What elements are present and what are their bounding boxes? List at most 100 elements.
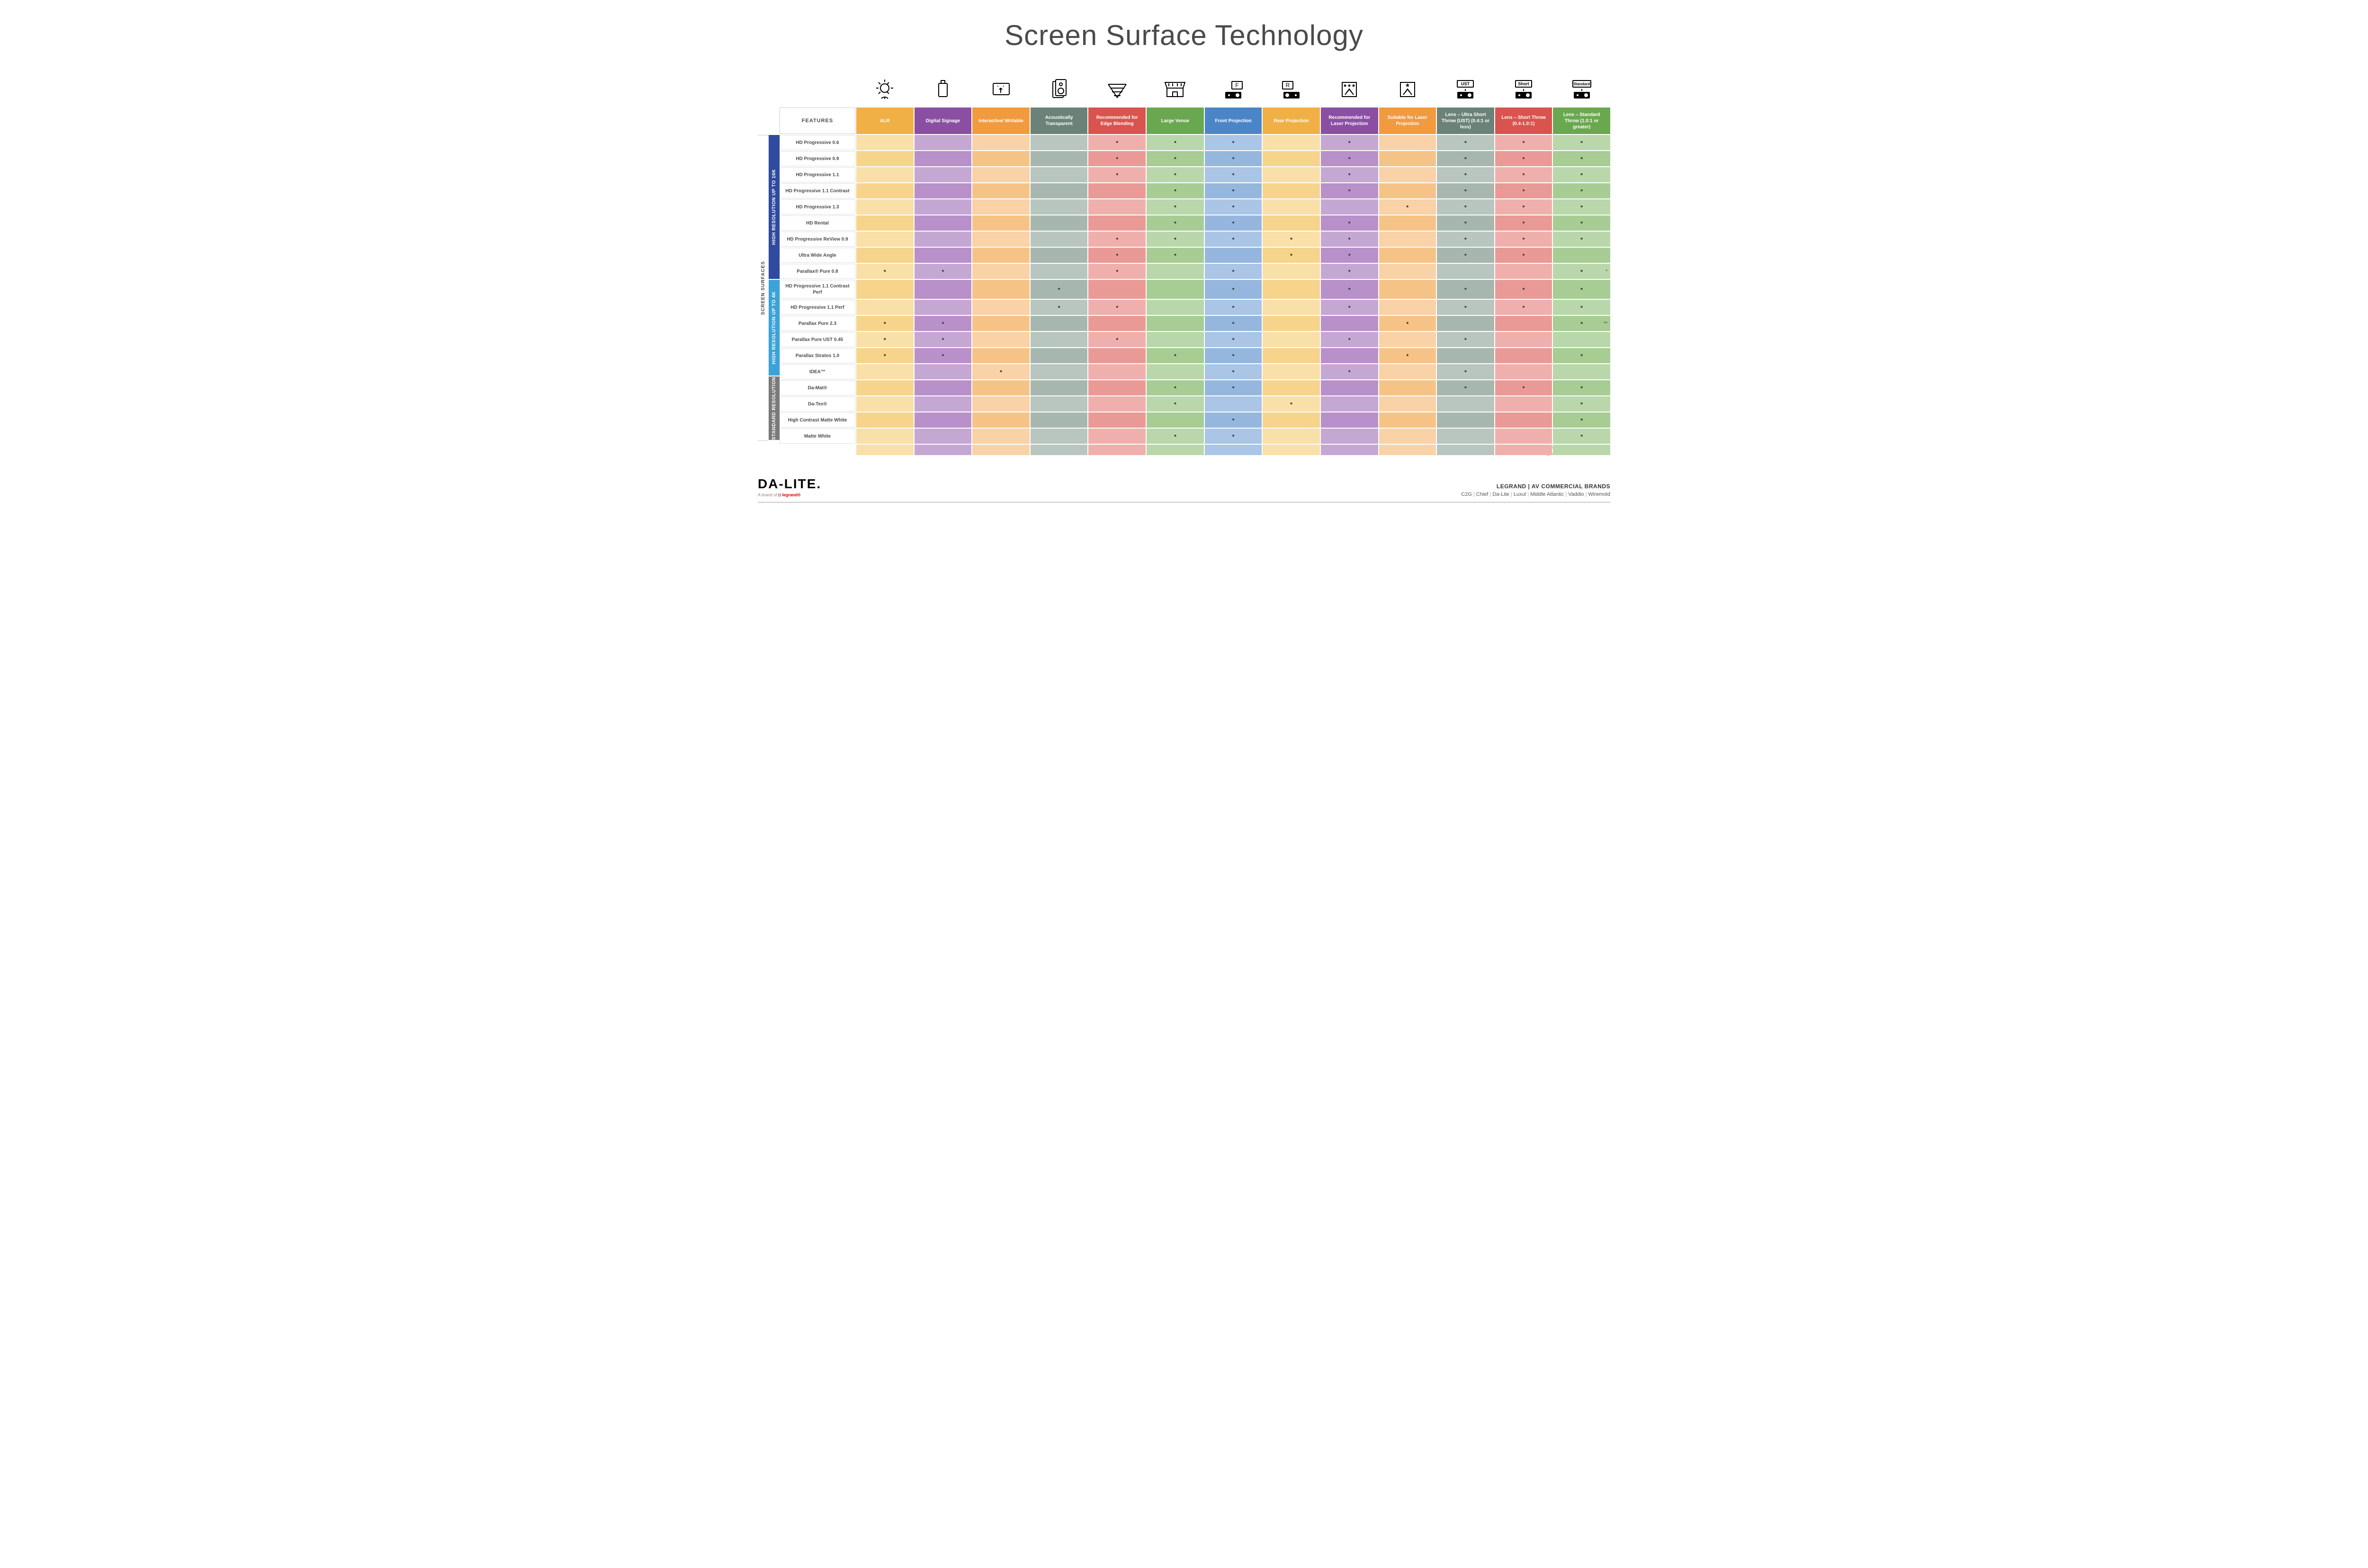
cell (1031, 151, 1088, 166)
cell (1263, 151, 1320, 166)
table-row: HD Progressive 1.1 Contrast•••••• (780, 183, 1610, 198)
cell: • (1437, 151, 1494, 166)
cell (1437, 264, 1494, 279)
cell (1031, 199, 1088, 215)
cell (1495, 429, 1552, 444)
cell: • (1553, 412, 1610, 428)
cell: • (1495, 199, 1552, 215)
col-header-front: Front Projection (1205, 108, 1262, 134)
cell (1263, 167, 1320, 182)
cell (1321, 380, 1378, 395)
cell: •* (1553, 264, 1610, 279)
logo-sub: A brand of ◘ legrand® (758, 493, 821, 497)
cell: • (1321, 280, 1378, 299)
table-row: HD Progressive 0.6••••••• (780, 135, 1610, 150)
col-header-std: Lens – Standard Throw (1.0:1 or greater) (1553, 108, 1610, 134)
brand-item: Vaddio (1564, 492, 1584, 497)
cell: • (1495, 380, 1552, 395)
cell (915, 300, 972, 315)
cell (1147, 412, 1204, 428)
cell (1495, 264, 1552, 279)
cell: • (1205, 167, 1262, 182)
table-row: Da-Tex®••• (780, 396, 1610, 412)
cell: • (1147, 199, 1204, 215)
cell: • (1495, 248, 1552, 263)
col-header-venue: Large Venue (1147, 108, 1204, 134)
alr-icon (856, 75, 914, 104)
cell: • (1553, 300, 1610, 315)
cell (1263, 332, 1320, 347)
table-row: Parallax Stratos 1.0•••••• (780, 348, 1610, 363)
logo-block: DA-LITE. A brand of ◘ legrand® (758, 476, 821, 497)
cell (972, 135, 1030, 150)
cell (1031, 215, 1088, 231)
cell (1553, 364, 1610, 379)
table-row: Ultra Wide Angle•••••• (780, 248, 1610, 263)
cell (856, 380, 914, 395)
cell: • (1147, 151, 1204, 166)
cell (1263, 412, 1320, 428)
cell (1379, 380, 1436, 395)
cell (1031, 348, 1088, 363)
table-row: Parallax Pure 2.3•••••** (780, 316, 1610, 331)
cell: • (1321, 364, 1378, 379)
cell (1147, 364, 1204, 379)
cell: • (1205, 215, 1262, 231)
cell (1321, 348, 1378, 363)
cell (856, 248, 914, 263)
cell (1379, 167, 1436, 182)
cell: • (1205, 332, 1262, 347)
row-label: HD Progressive ReView 0.9 (780, 232, 855, 247)
cell (1379, 280, 1436, 299)
cell: • (1263, 396, 1320, 412)
cell: • (1147, 232, 1204, 247)
cell: • (915, 332, 972, 347)
cell: • (1553, 396, 1610, 412)
cell: • (1437, 199, 1494, 215)
cell (856, 429, 914, 444)
cell: • (1205, 364, 1262, 379)
side-labels: SCREEN SURFACESHIGH RESOLUTION UP TO 16K… (758, 71, 780, 457)
cell (915, 364, 972, 379)
cell (1379, 364, 1436, 379)
ust-icon: UST (1437, 75, 1494, 104)
cell: • (1147, 348, 1204, 363)
cell: • (1031, 300, 1088, 315)
cell (1379, 412, 1436, 428)
cell: • (1205, 429, 1262, 444)
cell (856, 412, 914, 428)
cell: • (1321, 167, 1378, 182)
cell: • (1205, 280, 1262, 299)
cell: • (1205, 151, 1262, 166)
cell (1379, 429, 1436, 444)
table-row: Parallax Pure UST 0.45•••••• (780, 332, 1610, 347)
row-label: HD Progressive 1.1 Contrast Perf (780, 280, 855, 299)
cell: • (856, 348, 914, 363)
cell (972, 300, 1030, 315)
cell (915, 412, 972, 428)
cell (972, 183, 1030, 198)
cell: • (1437, 248, 1494, 263)
cell (1031, 380, 1088, 395)
table-main: FR★★★★USTShortStandard FEATURESALRDigita… (780, 71, 1610, 457)
cell (1088, 364, 1146, 379)
cell (972, 380, 1030, 395)
brand-item: Chief (1472, 492, 1489, 497)
cell (1321, 412, 1378, 428)
row-label: HD Progressive 0.6 (780, 135, 855, 150)
row-label: HD Progressive 1.1 Contrast (780, 183, 855, 198)
brand-item: C2G (1461, 492, 1472, 497)
col-header-laser_suit: Suitable for Laser Projection (1379, 108, 1436, 134)
cell (1321, 199, 1378, 215)
cell (1495, 332, 1552, 347)
cell (856, 280, 914, 299)
table-row: HD Progressive 1.3•••••• (780, 199, 1610, 215)
cell: • (1263, 232, 1320, 247)
cell: • (1263, 248, 1320, 263)
cell (1495, 412, 1552, 428)
table-row: Da-Mat®••••• (780, 380, 1610, 395)
cell (1031, 232, 1088, 247)
cell (1031, 316, 1088, 331)
brand-item: Middle Atlantic (1526, 492, 1564, 497)
cell (1263, 135, 1320, 150)
